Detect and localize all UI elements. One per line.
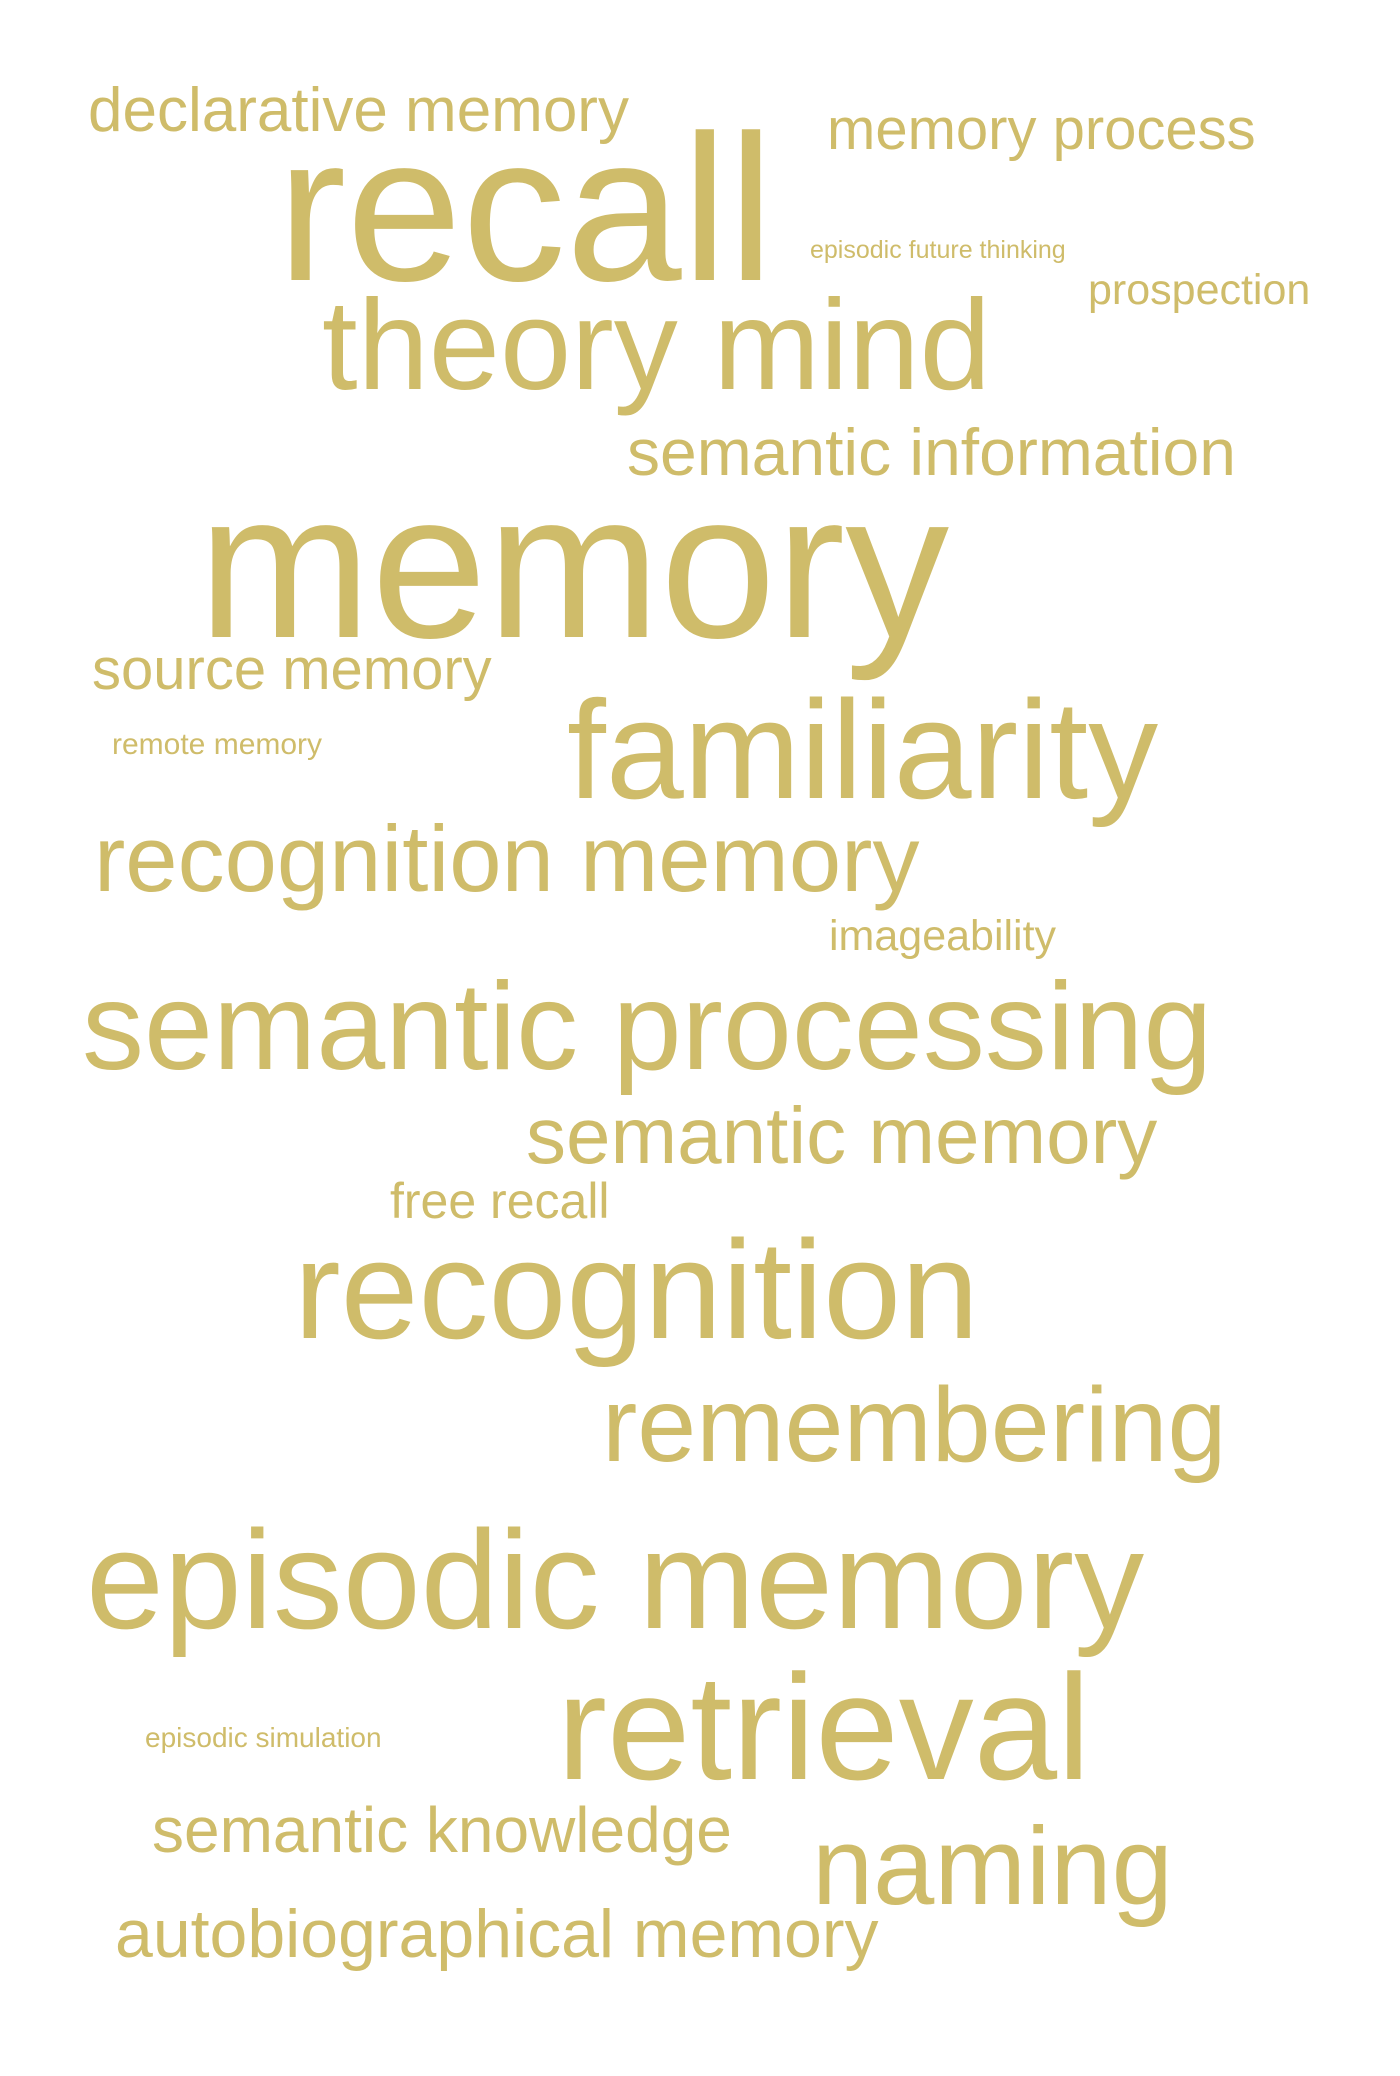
word-memory-process: memory process [827,97,1256,162]
word-familiarity: familiarity [567,671,1159,828]
word-recognition-memory: recognition memory [94,806,920,911]
word-semantic-information: semantic information [627,415,1236,489]
word-recognition: recognition [294,1211,979,1368]
word-imageability: imageability [829,912,1057,960]
word-memory: memory [198,450,950,682]
word-semantic-knowledge: semantic knowledge [152,1794,732,1866]
word-declarative-memory: declarative memory [88,76,629,145]
word-free-recall: free recall [390,1173,610,1229]
word-remote-memory: remote memory [112,728,323,761]
word-theory-mind: theory mind [322,274,991,417]
word-episodic-memory: episodic memory [86,1501,1145,1658]
word-recall: recall [277,93,775,325]
word-autobiographical-memory: autobiographical memory [115,1896,879,1972]
word-remembering: remembering [602,1366,1227,1484]
word-episodic-simulation: episodic simulation [145,1722,382,1753]
word-semantic-memory: semantic memory [526,1091,1158,1180]
word-naming: naming [812,1805,1173,1928]
word-retrieval: retrieval [557,1643,1091,1811]
word-prospection: prospection [1088,266,1311,314]
word-semantic-processing: semantic processing [82,958,1213,1096]
word-episodic-future-thinking: episodic future thinking [810,236,1066,264]
word-source-memory: source memory [92,637,492,702]
